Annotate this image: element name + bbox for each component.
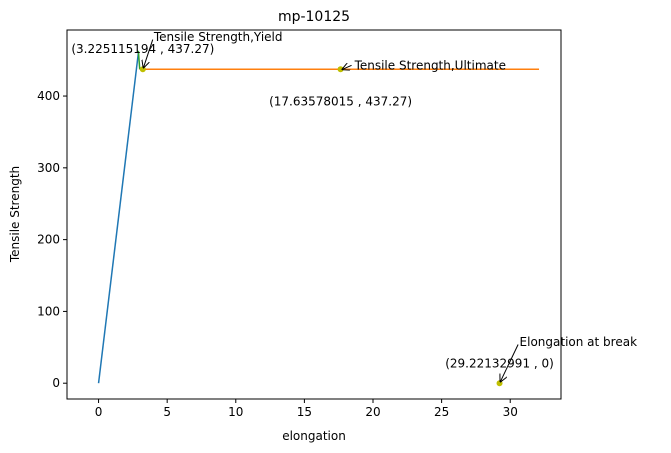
- annotation-label-0: Tensile Strength,Yield: [153, 30, 283, 44]
- annotation-value-2: (29.22132991 , 0): [445, 356, 554, 370]
- y-tick-label-4: 400: [37, 89, 60, 103]
- y-axis-ticks: 0 100 200 300 400: [37, 89, 67, 390]
- plot-frame: [66, 29, 562, 400]
- annotation-value-1: (17.63578015 , 437.27): [269, 94, 412, 108]
- annotation-arrow-2: [500, 344, 519, 382]
- y-tick-label-2: 200: [37, 233, 60, 247]
- marker-point-2: [496, 380, 503, 387]
- annotation-value-0: (3.225115194 , 437.27): [71, 42, 214, 56]
- series-line-0: [97, 52, 140, 384]
- y-tick-label-3: 300: [37, 161, 60, 175]
- marker-point-0: [139, 66, 146, 73]
- x-axis-ticks: 0 5 10 15 20 25 30: [95, 399, 518, 419]
- y-axis-label: Tensile Strength: [8, 166, 22, 263]
- x-axis-label: elongation: [282, 429, 346, 443]
- annotation-arrow-0: [144, 39, 154, 68]
- chart-title: mp-10125: [278, 9, 350, 25]
- x-tick-label-1: 5: [163, 405, 171, 419]
- point-layer: [139, 66, 503, 387]
- x-tick-label-3: 15: [297, 405, 312, 419]
- x-tick-label-0: 0: [95, 405, 103, 419]
- annotation-label-1: Tensile Strength,Ultimate: [354, 58, 506, 72]
- annotation-layer: Tensile Strength,Yield(3.225115194 , 437…: [71, 30, 637, 382]
- x-tick-label-2: 10: [228, 405, 243, 419]
- series-line-1: [137, 50, 141, 70]
- x-tick-label-5: 25: [434, 405, 449, 419]
- x-tick-label-6: 30: [503, 405, 518, 419]
- x-tick-label-4: 20: [365, 405, 380, 419]
- annotation-arrow-1: [343, 65, 352, 69]
- y-tick-label-0: 0: [52, 376, 60, 390]
- y-tick-label-1: 100: [37, 304, 60, 318]
- annotation-label-2: Elongation at break: [520, 335, 638, 349]
